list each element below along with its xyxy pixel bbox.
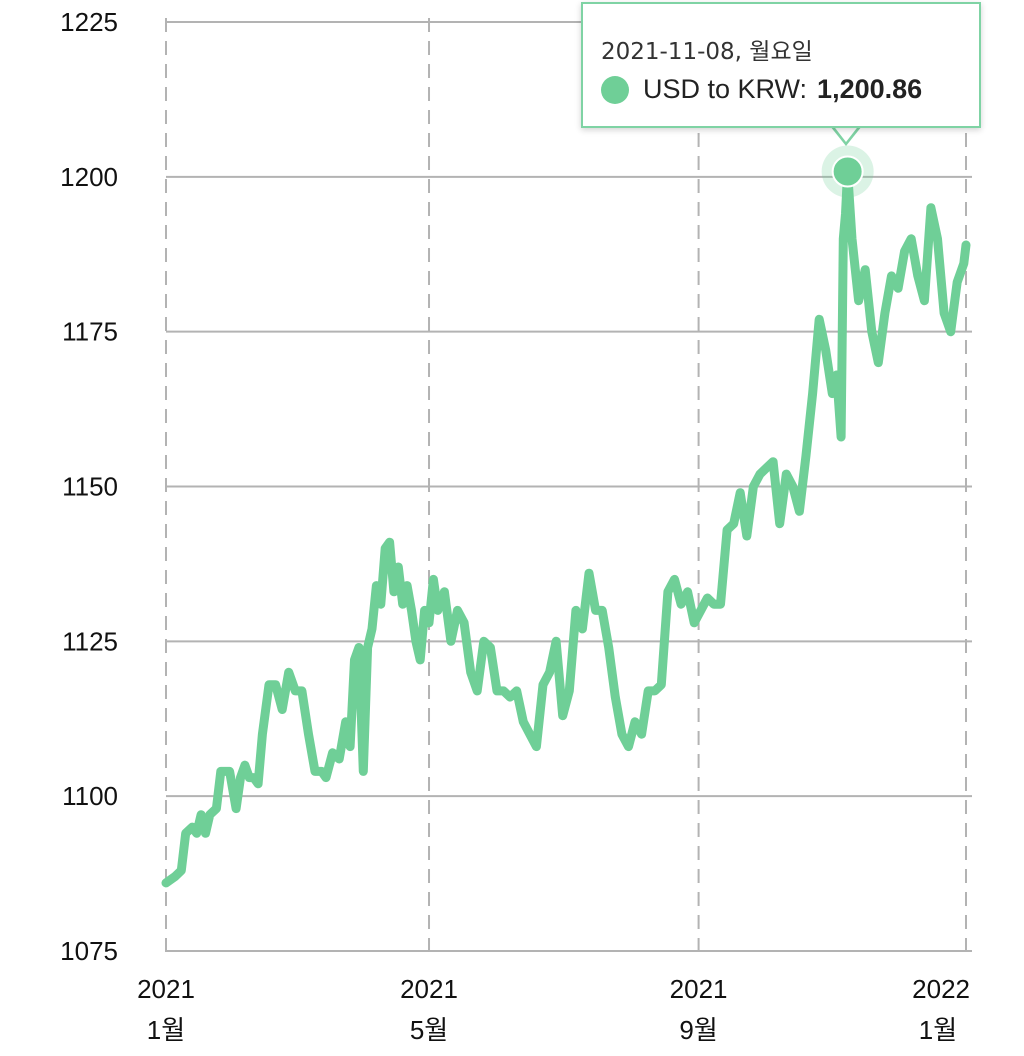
tooltip-row: USD to KRW: 1,200.86	[601, 74, 922, 105]
y-tick-label: 1125	[62, 626, 118, 656]
x-tick-month: 1월	[147, 1015, 185, 1045]
tooltip-value: 1,200.86	[817, 74, 923, 104]
y-tick-label: 1225	[60, 7, 118, 37]
tooltip: 2021-11-08, 월요일 USD to KRW: 1,200.86	[581, 2, 981, 128]
tooltip-date: 2021-11-08, 월요일	[601, 39, 813, 65]
tooltip-label: USD to KRW:	[643, 74, 808, 104]
y-tick-label: 1200	[60, 162, 118, 192]
hover-point[interactable]	[831, 155, 864, 188]
y-axis: 1225 1200 1175 1150 1125 1100 1075	[60, 7, 118, 966]
y-tick-label: 1175	[62, 317, 118, 347]
y-tick-label: 1150	[62, 472, 118, 502]
x-tick-year: 2021	[137, 974, 195, 1004]
series-line-usd-krw[interactable]	[161, 167, 971, 888]
x-tick-year: 2021	[400, 974, 458, 1004]
x-tick-year: 2021	[670, 974, 728, 1004]
x-tick-month: 5월	[410, 1015, 448, 1045]
y-tick-label: 1075	[60, 936, 118, 966]
series-color-dot-icon	[601, 75, 629, 104]
x-tick-month: 9월	[679, 1015, 717, 1045]
x-tick-year: 2022	[912, 974, 970, 1004]
tooltip-arrow-fill	[832, 124, 860, 142]
x-tick-month: 1월	[919, 1015, 957, 1045]
y-tick-label: 1100	[62, 781, 118, 811]
x-axis: 2021 1월 2021 5월 2021 9월 2022 1월	[137, 974, 970, 1045]
